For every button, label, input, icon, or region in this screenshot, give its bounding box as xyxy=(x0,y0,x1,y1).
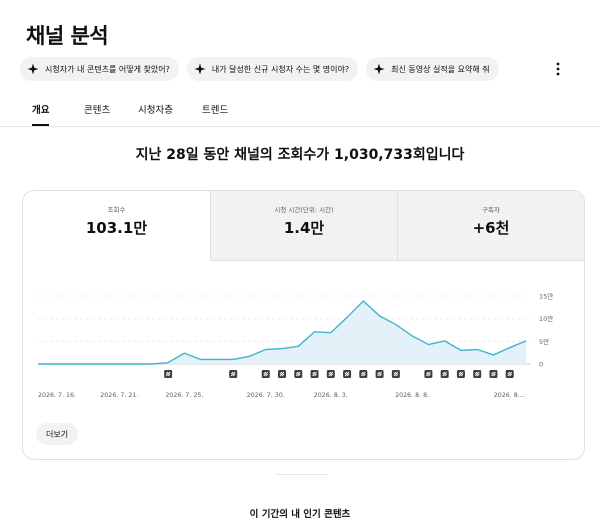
sparkle-icon xyxy=(194,63,206,75)
series-line xyxy=(38,300,527,365)
divider xyxy=(276,474,328,475)
video-upload-icon[interactable] xyxy=(473,370,482,378)
metric-value: +6천 xyxy=(472,219,510,237)
tab-overview[interactable]: 개요 xyxy=(32,102,50,126)
video-upload-icon[interactable] xyxy=(505,370,514,378)
metric-watch-time[interactable]: 시청 시간(단위: 시간) 1.4만 xyxy=(210,191,397,261)
analytics-card: 조회수 103.1만 시청 시간(단위: 시간) 1.4만 구독자 +6천 15… xyxy=(22,190,585,460)
metric-label: 구독자 xyxy=(482,206,500,214)
summary-headline: 지난 28일 동안 채널의 조회수가 1,030,733회입니다 xyxy=(135,147,465,163)
metric-value: 103.1만 xyxy=(85,219,148,237)
top-content-title: 이 기간의 내 인기 콘텐츠 xyxy=(249,509,351,520)
x-tick-label: 2026. 7. 21. xyxy=(100,392,138,399)
video-upload-icon[interactable] xyxy=(343,370,352,378)
video-upload-icon[interactable] xyxy=(424,370,433,378)
video-upload-icon[interactable] xyxy=(391,370,400,378)
video-upload-icon[interactable] xyxy=(456,370,465,378)
x-tick-label: 2026. 8. 8. xyxy=(395,392,429,399)
metric-label: 조회수 xyxy=(107,206,126,214)
video-upload-icon[interactable] xyxy=(229,370,238,378)
video-upload-icon[interactable] xyxy=(310,370,319,378)
y-tick-label: 5만 xyxy=(539,337,549,346)
tab-audience[interactable]: 시청자층 xyxy=(138,105,173,116)
x-tick-label: 2026. 8. 3. xyxy=(314,392,348,399)
sparkle-icon xyxy=(373,63,385,75)
metric-subscribers[interactable]: 구독자 +6천 xyxy=(397,191,584,261)
video-upload-icon[interactable] xyxy=(278,370,286,378)
chip-how-found[interactable]: 시청자가 내 콘텐츠를 어떻게 찾았어? xyxy=(20,57,179,81)
x-tick-label: 2026. 7. 25. xyxy=(165,392,203,399)
tab-bar: 개요 콘텐츠 시청자층 트렌드 xyxy=(0,96,600,127)
suggestion-chips: 시청자가 내 콘텐츠를 어떻게 찾았어? 내가 달성한 신규 시청자 수는 몇 … xyxy=(20,57,499,81)
chip-label: 시청자가 내 콘텐츠를 어떻게 찾았어? xyxy=(45,64,170,74)
x-tick-label: 2026. 7. 30. xyxy=(247,392,285,399)
views-chart: 15만 10만 5만 0 2026. 7. 16. 2026. 7. 21. 2026. 7… xyxy=(38,292,553,399)
y-tick-label: 15만 xyxy=(539,292,553,301)
metric-value: 1.4만 xyxy=(283,219,325,237)
metric-views[interactable]: 조회수 103.1만 xyxy=(23,191,210,261)
x-tick-label: 2026. 7. 16. xyxy=(38,392,76,399)
chip-summarize[interactable]: 최신 동영상 실적을 요약해 줘 xyxy=(366,57,499,81)
sparkle-icon xyxy=(27,63,39,75)
metric-label: 시청 시간(단위: 시간) xyxy=(274,206,334,214)
video-upload-icon[interactable] xyxy=(261,370,270,378)
video-upload-icon[interactable] xyxy=(359,370,368,378)
x-tick-label: 2026. 8.... xyxy=(494,392,526,399)
area-fill xyxy=(38,300,526,364)
more-button[interactable]: 더보기 xyxy=(36,423,79,445)
video-upload-icon[interactable] xyxy=(326,370,335,378)
video-upload-icon[interactable] xyxy=(489,370,498,378)
video-upload-icon[interactable] xyxy=(375,370,384,378)
tab-trends[interactable]: 트렌드 xyxy=(202,105,229,116)
video-upload-icon[interactable] xyxy=(440,370,449,378)
more-vertical-icon[interactable] xyxy=(550,60,566,78)
y-tick-label: 0 xyxy=(539,361,543,369)
y-tick-label: 10만 xyxy=(539,314,553,323)
chip-new-viewers[interactable]: 내가 달성한 신규 시청자 수는 몇 명이야? xyxy=(186,57,359,81)
page-title: 채널 분석 xyxy=(26,24,109,48)
tab-content[interactable]: 콘텐츠 xyxy=(84,105,111,116)
metric-tabs: 조회수 103.1만 시청 시간(단위: 시간) 1.4만 구독자 +6천 xyxy=(23,191,584,261)
chip-label: 최신 동영상 실적을 요약해 줘 xyxy=(391,64,490,74)
chip-label: 내가 달성한 신규 시청자 수는 몇 명이야? xyxy=(211,64,350,74)
video-upload-icon[interactable] xyxy=(164,370,173,378)
video-upload-icon[interactable] xyxy=(294,370,303,378)
